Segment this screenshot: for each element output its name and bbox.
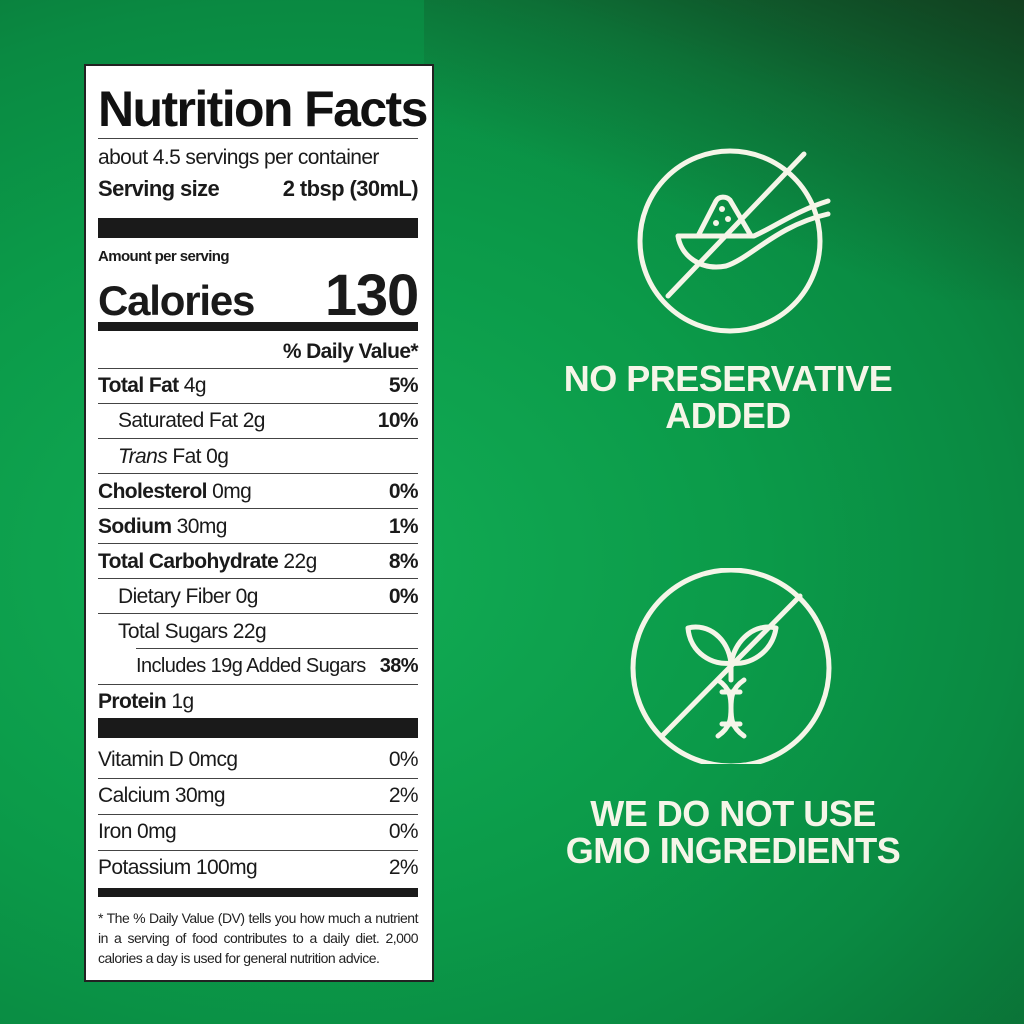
no-preservative-icon <box>637 148 831 334</box>
serving-size-value: 2 tbsp (30mL) <box>282 176 419 201</box>
nutrient-row: Protein 1g <box>98 690 194 713</box>
nutrient-row: Total Sugars 22g <box>118 620 267 643</box>
daily-value-header: % Daily Value* <box>282 340 419 363</box>
no-gmo-icon <box>630 568 832 764</box>
serving-size-label: Serving size <box>98 176 220 201</box>
nutrient-row: Trans Fat 0g <box>118 445 229 468</box>
servings-per-container: about 4.5 servings per container <box>98 146 379 169</box>
nutrient-row: Sodium 30mg 1% <box>98 515 419 538</box>
nutrient-row: Saturated Fat 2g 10% <box>118 409 419 432</box>
nutrient-row: Includes 19g Added Sugars 38% <box>136 655 419 677</box>
claim-no-gmo: WE DO NOT USE GMO INGREDIENTS <box>565 793 901 871</box>
nutrition-facts-label: Nutrition Facts about 4.5 servings per c… <box>84 64 434 982</box>
calories-label: Calories <box>98 277 255 324</box>
nutrient-row: Total Fat 4g 5% <box>98 374 419 397</box>
label-title: Nutrition Facts <box>98 81 428 137</box>
vitamin-row: Vitamin D 0mcg 0% <box>98 748 419 771</box>
vitamin-row: Iron 0mg 0% <box>98 820 419 843</box>
nutrient-row: Total Carbohydrate 22g 8% <box>98 550 419 573</box>
footnote: * The % Daily Value (DV) tells you how m… <box>98 910 419 966</box>
calories-value: 130 <box>324 263 419 328</box>
nutrient-row: Cholesterol 0mg 0% <box>98 480 419 503</box>
vitamin-row: Calcium 30mg 2% <box>98 784 419 807</box>
nutrient-row: Dietary Fiber 0g 0% <box>118 585 419 608</box>
vitamin-row: Potassium 100mg 2% <box>98 856 419 879</box>
amount-per-serving: Amount per serving <box>98 248 229 265</box>
claim-no-preservative: NO PRESERVATIVE ADDED <box>563 358 893 436</box>
